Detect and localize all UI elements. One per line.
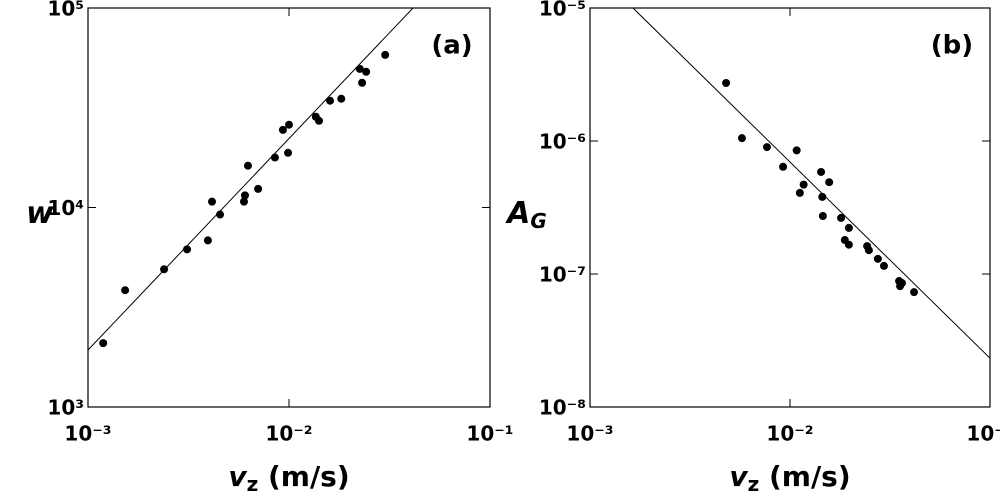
y-tick-label: 10⁻⁷ bbox=[539, 263, 586, 287]
y-tick-label: 10⁻⁶ bbox=[539, 130, 586, 154]
data-point bbox=[285, 120, 293, 129]
y-label-symbol: A bbox=[505, 196, 530, 231]
data-point bbox=[722, 78, 731, 87]
panel: 10⁻³ 10⁻² 10⁻¹ 10³ 10⁴ 10⁵ (a) vz (m/s) w bbox=[26, 0, 513, 496]
x-label-subscript: z bbox=[748, 472, 760, 496]
data-point bbox=[314, 116, 323, 125]
data-point bbox=[270, 153, 279, 162]
data-point bbox=[243, 161, 252, 170]
y-label-symbol: w bbox=[26, 196, 54, 231]
panel-label: (a) bbox=[431, 31, 472, 61]
data-point bbox=[240, 191, 249, 200]
data-point bbox=[203, 236, 212, 245]
fit-line bbox=[88, 8, 414, 351]
y-axis-label: AG bbox=[505, 196, 547, 233]
data-point bbox=[160, 265, 169, 274]
data-point bbox=[239, 197, 248, 206]
data-point bbox=[216, 210, 225, 219]
x-tick-label: 10⁻¹ bbox=[466, 422, 513, 446]
data-point bbox=[844, 223, 853, 232]
x-label-symbol: v bbox=[228, 460, 247, 493]
data-point bbox=[818, 192, 827, 201]
y-axis-label: w bbox=[26, 196, 54, 231]
data-point bbox=[183, 245, 192, 254]
plot-frame bbox=[87, 7, 491, 408]
panel: 10⁻³ 10⁻² 10⁻¹ 10⁻⁸ 10⁻⁷ 10⁻⁶ 10⁻⁵ (b) vz (m/s) A… bbox=[505, 0, 1000, 496]
x-tick-label: 10⁻² bbox=[766, 422, 813, 446]
data-point bbox=[208, 197, 217, 206]
data-point bbox=[799, 180, 808, 189]
data-point bbox=[737, 134, 746, 143]
x-axis-label: vz (m/s) bbox=[228, 460, 349, 496]
y-tick-label: 10⁴ bbox=[47, 196, 84, 220]
panel-label: (b) bbox=[931, 31, 973, 61]
x-label-subscript: z bbox=[247, 472, 259, 496]
x-tick-label: 10⁻³ bbox=[64, 422, 111, 446]
data-point bbox=[762, 143, 771, 152]
y-tick-label: 10⁵ bbox=[47, 0, 84, 21]
data-point bbox=[818, 211, 827, 220]
data-point bbox=[910, 288, 919, 297]
data-point bbox=[817, 167, 826, 176]
data-point bbox=[278, 125, 287, 134]
x-axis-label: vz (m/s) bbox=[729, 460, 850, 496]
data-point bbox=[795, 188, 804, 197]
x-label-unit: (m/s) bbox=[258, 460, 349, 493]
data-point bbox=[879, 261, 888, 270]
x-tick-label: 10⁻³ bbox=[566, 422, 613, 446]
data-point bbox=[358, 78, 367, 87]
data-point bbox=[779, 162, 788, 171]
data-point bbox=[864, 246, 873, 255]
x-label-unit: (m/s) bbox=[759, 460, 850, 493]
data-point bbox=[121, 286, 130, 295]
data-point bbox=[844, 240, 853, 249]
x-tick-label: 10⁻¹ bbox=[966, 422, 1000, 446]
y-tick-label: 10³ bbox=[47, 396, 84, 420]
plot-frame bbox=[589, 7, 991, 408]
data-point bbox=[355, 64, 364, 73]
data-point bbox=[873, 254, 882, 263]
fit-line bbox=[632, 8, 990, 359]
data-point bbox=[792, 146, 801, 155]
data-point bbox=[381, 50, 390, 59]
data-point bbox=[254, 184, 263, 193]
data-point bbox=[99, 339, 108, 348]
data-point bbox=[897, 279, 906, 288]
y-label-subscript: G bbox=[530, 209, 546, 233]
x-label-symbol: v bbox=[729, 460, 748, 493]
data-point bbox=[362, 67, 371, 76]
data-point bbox=[326, 96, 335, 105]
data-point bbox=[337, 94, 346, 103]
y-tick-label: 10⁻⁸ bbox=[539, 396, 586, 420]
data-point bbox=[825, 178, 834, 187]
y-tick-label: 10⁻⁵ bbox=[539, 0, 586, 21]
data-point bbox=[284, 148, 293, 157]
data-point bbox=[837, 213, 846, 222]
x-tick-label: 10⁻² bbox=[265, 422, 312, 446]
